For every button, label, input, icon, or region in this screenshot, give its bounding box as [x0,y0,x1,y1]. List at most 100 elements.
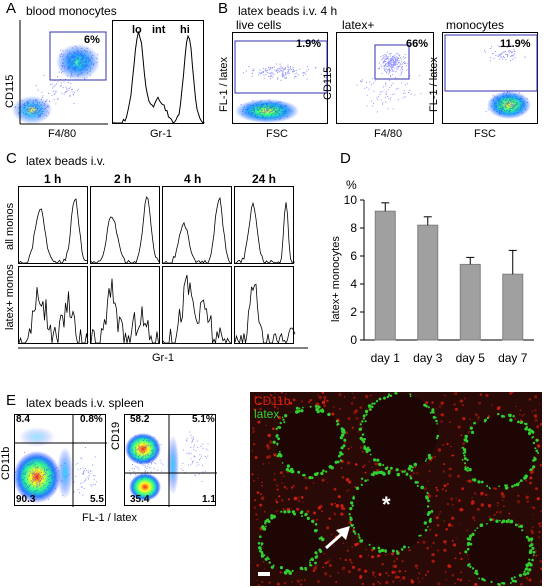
panel-c-histogram-svg [90,278,160,344]
panel-c-row-label-2: latex+ monos [4,264,16,330]
panel-d-y-tick-label: 6 [350,249,357,263]
panel-e-plot2 [124,414,217,507]
panel-label-a: A [6,0,17,17]
panel-b-title: latex beads i.v. 4 h [238,4,338,18]
panel-c-histogram-svg [90,196,161,264]
panel-b-ylabel3: FL-1 / latex [428,56,440,112]
hist-label-lo: lo [132,24,142,36]
panel-b-xlabel1: FSC [266,128,288,140]
panel-b-sub3: monocytes [446,18,505,32]
panel-b-sub2: latex+ [342,18,375,32]
panel-e-ylabel1: CD11b [0,446,12,480]
panel-b-xlabel2: F4/80 [374,128,403,140]
panel-c-row-label-1: all monos [4,202,16,250]
panel-b-pct1: 1.9% [296,38,322,50]
panel-c-histogram-svg [234,283,296,345]
panel-d-x-tick-label: day 5 [456,351,486,365]
panel-e2-q-br: 1.1 [202,494,216,505]
panel-d-x-tick-label: day 3 [413,351,443,365]
panel-a-histogram [112,20,205,124]
micro-star: * [382,492,391,517]
panel-b-xlabel3: FSC [474,128,496,140]
panel-e-title: latex beads i.v. spleen [26,396,144,410]
panel-a-histogram-svg [112,31,205,124]
panel-b-ylabel2: CD115 [322,66,334,100]
panel-d-y-tick-label: 8 [350,221,357,235]
panel-c-histogram [18,266,89,344]
panel-c-histogram [162,186,232,264]
panel-b-ylabel1: FL-1 / latex [218,56,230,112]
panel-a-gate-pct: 6% [84,34,100,46]
panel-c-histogram-svg [162,274,232,345]
panel-c-histogram-svg [235,201,296,264]
panel-d-bar [459,263,481,341]
panel-a-title: blood monocytes [26,4,117,18]
panel-e-plot1 [13,414,107,507]
panel-e1-q-br: 5.5 [90,494,104,505]
panel-e2-q-tl: 58.2 [130,414,150,425]
panel-d-y-tick-label: 4 [350,277,357,291]
panel-c-histogram [234,186,296,264]
panel-e2-q-tr: 5.1% [192,414,215,425]
panel-d-bar [374,210,396,341]
panel-e1-q-tr: 0.8% [80,414,103,425]
panel-d-y-tick-label: 10 [344,193,358,207]
panel-d-x-tick-label: day 7 [498,351,528,365]
panel-c-time-4: 24 h [252,172,277,186]
panel-b-plot3 [442,32,538,124]
panel-b-pct3: 11.9% [500,38,531,50]
panel-c-time-3: 4 h [184,172,202,186]
panel-d-bar-chart: 0 2 4 6 8 10 day 1 day 3 day 5 day 7 [344,193,534,365]
panel-c-histogram [90,266,160,344]
panel-c-xlabel: Gr-1 [152,352,174,364]
panel-b-pct2: 66% [406,38,429,50]
panel-d-bar [502,273,524,341]
panel-c-title: latex beads i.v. [26,154,106,168]
panel-d-unit: % [346,178,357,192]
panel-c-histogram [162,266,232,345]
panel-e1-q-tl: 8.4 [16,414,30,425]
panel-e-xlabel: FL-1 / latex [82,512,138,524]
panel-c-histogram [18,186,89,264]
panel-b-plot1-svg [234,40,328,123]
panel-e-ylabel2: CD19 [110,421,122,450]
panel-a-xlabel: F4/80 [48,128,77,140]
panel-c-histogram-svg [18,287,89,344]
micro-scale-bar [258,572,270,576]
panel-c-histogram-grid [18,186,308,346]
panel-label-e: E [6,392,17,409]
hist-label-int: int [152,24,166,36]
panel-label-d: D [340,150,351,167]
panel-a-dotplot-svg [12,20,108,125]
panel-b-plot2-svg [356,44,422,113]
panel-e-micrograph: CD11b latex * [250,392,542,586]
micro-label-green: latex [254,407,280,421]
panel-c-histogram-svg [163,196,232,264]
micro-arrow-icon [325,526,350,550]
panel-a-ylabel: CD115 [4,74,16,108]
panel-c-time-2: 2 h [114,172,132,186]
panel-a-dotplot [12,20,108,125]
panel-c-axis [18,347,308,349]
panel-d-y-tick-label: 0 [350,333,357,347]
panel-e-plot2-svg [125,415,217,507]
panel-b-plot1 [232,32,328,124]
micro-label-red: CD11b [254,394,291,408]
hist-label-hi: hi [180,24,190,36]
panel-c-time-1: 1 h [44,172,62,186]
panel-b-sub1: live cells [236,18,282,32]
panel-e-plot1-svg [13,415,107,507]
panel-b-plot3-svg [444,34,538,119]
panel-d-y-tick-label: 2 [350,305,357,319]
panel-e2-q-bl: 35.4 [130,494,150,505]
panel-c-histogram-svg [18,198,89,264]
panel-label-b: B [218,0,229,17]
panel-a-hist-xlabel: Gr-1 [150,128,172,140]
panel-b-plot2 [336,32,434,124]
panel-d-x-tick-label: day 1 [371,351,401,365]
panel-e1-q-bl: 90.3 [16,494,36,505]
panel-label-c: C [6,150,17,167]
panel-c-histogram [234,266,296,345]
panel-c-histogram [90,186,161,264]
panel-e-micrograph-svg [250,392,542,586]
